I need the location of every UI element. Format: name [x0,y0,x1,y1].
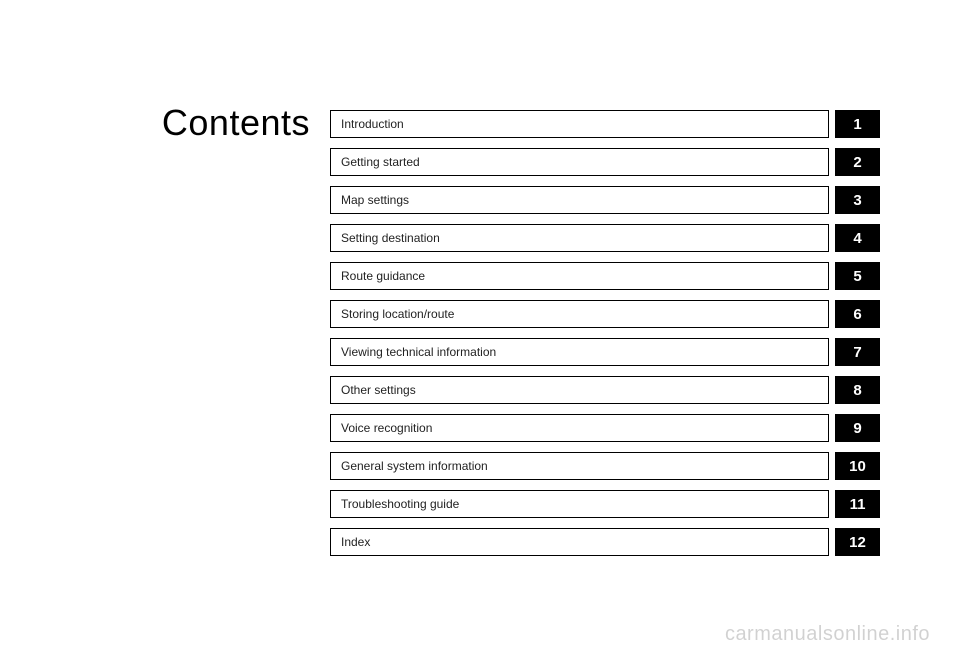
toc-item-label: Setting destination [330,224,829,252]
toc-row: Getting started 2 [330,148,880,176]
watermark-text: carmanualsonline.info [725,623,930,646]
toc-row: Route guidance 5 [330,262,880,290]
toc-item-number: 10 [835,452,880,480]
toc-item-number: 12 [835,528,880,556]
toc-item-label: Index [330,528,829,556]
toc-row: Voice recognition 9 [330,414,880,442]
toc-item-number: 11 [835,490,880,518]
toc-item-label: Getting started [330,148,829,176]
toc-row: Index 12 [330,528,880,556]
toc-item-label: General system information [330,452,829,480]
toc-row: Other settings 8 [330,376,880,404]
toc-row: Troubleshooting guide 11 [330,490,880,518]
toc-item-label: Voice recognition [330,414,829,442]
toc-item-label: Troubleshooting guide [330,490,829,518]
toc-item-label: Introduction [330,110,829,138]
toc-item-number: 9 [835,414,880,442]
contents-page: Contents Introduction 1 Getting started … [117,110,880,566]
toc-item-label: Storing location/route [330,300,829,328]
toc-item-number: 6 [835,300,880,328]
toc-item-number: 8 [835,376,880,404]
toc-row: Storing location/route 6 [330,300,880,328]
toc-item-number: 1 [835,110,880,138]
toc-item-label: Route guidance [330,262,829,290]
toc-item-label: Map settings [330,186,829,214]
toc-item-label: Viewing technical information [330,338,829,366]
toc-item-number: 4 [835,224,880,252]
toc-row: Introduction 1 [330,110,880,138]
toc-row: General system information 10 [330,452,880,480]
toc-item-number: 7 [835,338,880,366]
page-title: Contents [117,102,330,144]
toc-item-label: Other settings [330,376,829,404]
toc-row: Viewing technical information 7 [330,338,880,366]
table-of-contents: Introduction 1 Getting started 2 Map set… [330,110,880,566]
toc-item-number: 2 [835,148,880,176]
toc-item-number: 5 [835,262,880,290]
toc-row: Setting destination 4 [330,224,880,252]
toc-item-number: 3 [835,186,880,214]
toc-row: Map settings 3 [330,186,880,214]
